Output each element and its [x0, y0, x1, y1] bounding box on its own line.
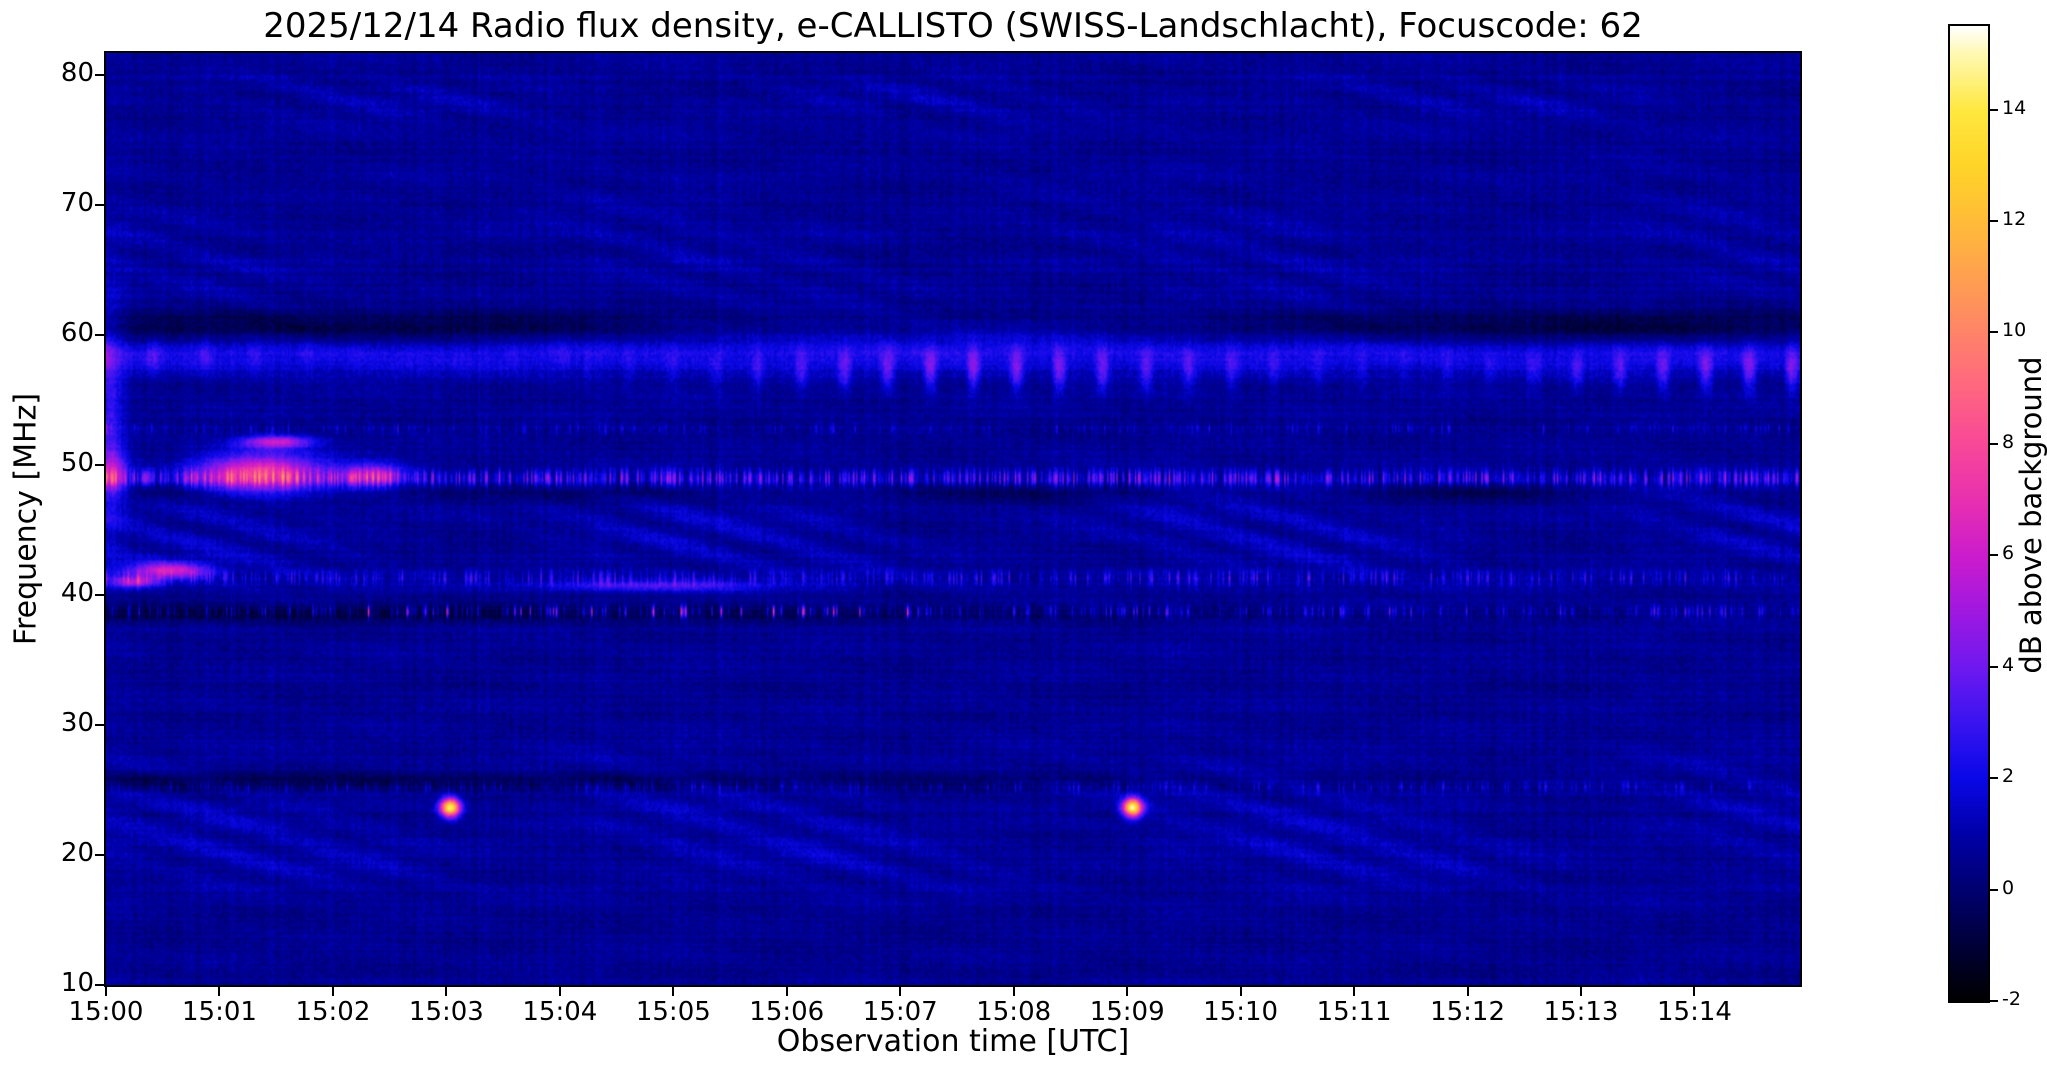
colorbar-tick-label: 14: [2002, 96, 2027, 119]
colorbar-tick-mark: [1990, 108, 1998, 111]
colorbar-gradient-canvas: [1950, 26, 1988, 1001]
x-tick-label: 15:02: [295, 997, 371, 1027]
x-tick-label: 15:01: [181, 997, 257, 1027]
x-tick-mark: [1693, 987, 1696, 996]
colorbar-tick-label: -2: [2002, 988, 2021, 1010]
x-tick-label: 15:03: [408, 997, 484, 1027]
x-tick-label: 15:11: [1316, 997, 1392, 1027]
colorbar-tick-label: 6: [2002, 542, 2015, 565]
colorbar-label: dB above background: [2014, 356, 2047, 674]
x-tick-mark: [1126, 987, 1129, 996]
x-tick-mark: [558, 987, 561, 996]
y-tick-label: 20: [60, 838, 94, 868]
colorbar-tick-label: 8: [2002, 430, 2015, 453]
y-tick-mark: [95, 204, 104, 207]
colorbar-tick-label: 12: [2002, 208, 2027, 230]
y-tick-label: 80: [60, 58, 94, 89]
y-tick-mark: [95, 334, 104, 337]
colorbar-tick-mark: [1990, 220, 1998, 222]
y-tick-label: 10: [60, 968, 94, 998]
y-tick-label: 70: [60, 188, 94, 219]
colorbar-tick-label: 4: [2002, 653, 2015, 676]
x-tick-mark: [445, 987, 448, 996]
x-tick-label: 15:07: [862, 997, 938, 1027]
colorbar-tick-mark: [1990, 665, 1998, 668]
x-tick-mark: [218, 987, 221, 996]
x-tick-label: 15:12: [1430, 997, 1506, 1027]
y-tick-label: 40: [60, 578, 94, 609]
colorbar-tick-mark: [1990, 888, 1998, 891]
colorbar-tick-mark: [1990, 1000, 1998, 1002]
x-tick-label: 15:00: [68, 997, 144, 1027]
y-tick-mark: [95, 594, 104, 597]
y-tick-mark: [95, 724, 104, 727]
y-tick-label: 50: [60, 448, 94, 479]
x-tick-mark: [1239, 987, 1242, 996]
x-tick-label: 15:09: [1089, 997, 1165, 1027]
colorbar-tick-label: 2: [2002, 765, 2015, 788]
x-tick-label: 15:05: [635, 997, 711, 1027]
x-tick-mark: [1012, 987, 1015, 996]
spectrogram-canvas: [106, 53, 1800, 985]
plot-area: [104, 51, 1802, 987]
y-tick-mark: [95, 74, 104, 77]
y-tick-label: 30: [60, 708, 94, 739]
x-tick-mark: [672, 987, 675, 996]
colorbar-tick-mark: [1990, 777, 1998, 780]
x-tick-mark: [1466, 987, 1469, 996]
x-tick-label: 15:10: [1203, 997, 1279, 1027]
y-tick-mark: [95, 464, 104, 467]
x-tick-label: 15:04: [522, 997, 598, 1027]
x-tick-label: 15:13: [1543, 997, 1619, 1027]
x-tick-label: 15:08: [976, 997, 1052, 1027]
colorbar-tick-label: 10: [2002, 319, 2027, 342]
x-tick-label: 15:06: [749, 997, 825, 1027]
y-tick-mark: [95, 854, 104, 856]
x-tick-mark: [899, 987, 902, 996]
colorbar-tick-mark: [1990, 331, 1998, 334]
x-axis-label: Observation time [UTC]: [776, 1024, 1130, 1059]
colorbar-tick-mark: [1990, 554, 1998, 557]
chart-title: 2025/12/14 Radio flux density, e-CALLIST…: [263, 6, 1643, 46]
x-tick-mark: [785, 987, 788, 996]
y-tick-label: 60: [60, 318, 94, 349]
y-tick-mark: [95, 984, 104, 986]
colorbar-tick-label: 0: [2002, 876, 2015, 899]
x-tick-mark: [1580, 987, 1583, 996]
x-tick-mark: [331, 987, 334, 996]
colorbar: [1948, 24, 1990, 1003]
x-tick-label: 15:14: [1657, 997, 1732, 1027]
x-tick-mark: [105, 987, 107, 996]
colorbar-tick-mark: [1990, 442, 1998, 445]
x-tick-mark: [1353, 987, 1356, 996]
